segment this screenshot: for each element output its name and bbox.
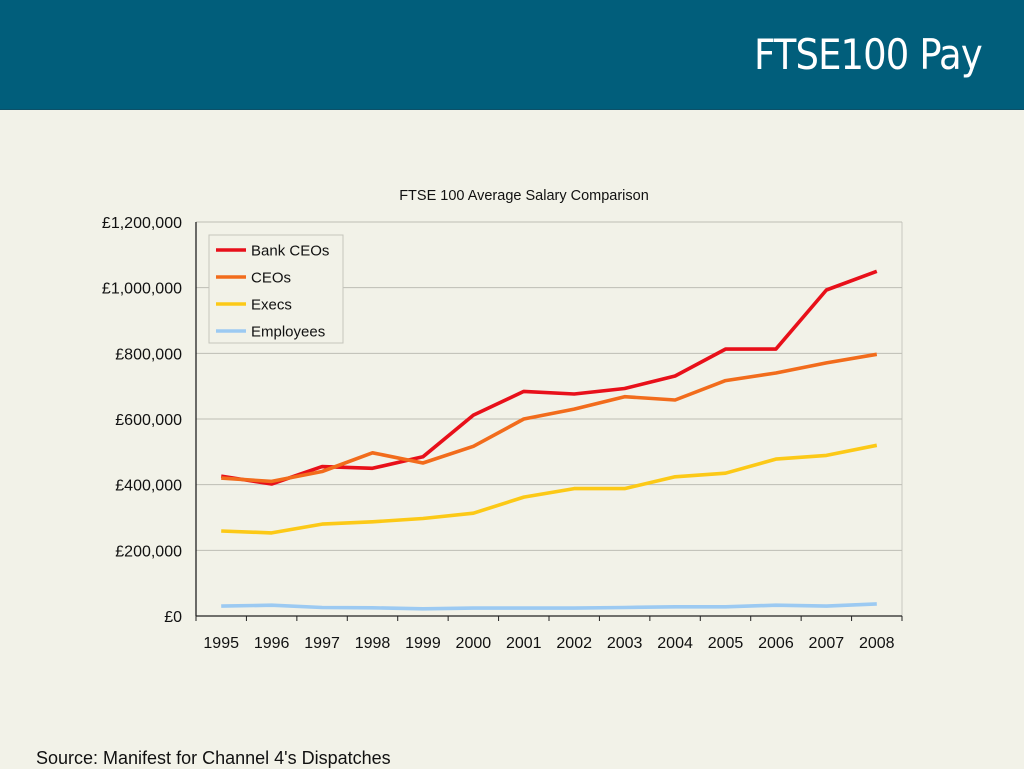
series-line-execs — [221, 443, 878, 535]
slide-title: FTSE100 Pay — [754, 30, 983, 79]
x-tick-label: 2007 — [809, 635, 845, 652]
legend-label: Execs — [251, 297, 292, 314]
x-tick-label: 2001 — [506, 635, 542, 652]
chart-title: FTSE 100 Average Salary Comparison — [399, 188, 649, 204]
slide-header: FTSE100 Pay — [0, 0, 1024, 109]
x-axis-ticks: 1995 1996 1997 1998 1999 2000 2001 2002 2003 2004… — [195, 616, 903, 652]
x-tick-label: 1995 — [203, 635, 239, 652]
y-tick-label: £400,000 — [115, 478, 182, 495]
series-line-employees — [221, 602, 877, 611]
x-tick-label: 1996 — [254, 635, 290, 652]
x-tick-label: 2008 — [859, 635, 895, 652]
x-tick-label: 2003 — [607, 635, 643, 652]
source-note: Source: Manifest for Channel 4's Dispatc… — [36, 748, 391, 768]
series-line-ceos — [221, 352, 878, 484]
y-tick-label: £600,000 — [115, 412, 182, 429]
y-tick-label: £1,000,000 — [102, 281, 182, 298]
y-tick-label: £200,000 — [115, 543, 182, 560]
legend-box — [208, 234, 344, 344]
x-tick-label: 2004 — [657, 635, 693, 652]
x-tick-label: 2002 — [556, 635, 592, 652]
legend-label: CEOs — [251, 270, 291, 287]
legend: Bank CEOs CEOs Execs Employees — [208, 234, 344, 344]
gridlines — [196, 221, 903, 616]
x-tick-label: 2000 — [456, 635, 492, 652]
x-tick-label: 2005 — [708, 635, 744, 652]
y-tick-label: £0 — [164, 609, 182, 626]
x-tick-label: 1999 — [405, 635, 441, 652]
legend-label: Bank CEOs — [251, 243, 329, 260]
y-axis-ticks: £0 £200,000 £400,000 £600,000 £800,000 £1,000… — [102, 215, 182, 626]
legend-label: Employees — [251, 324, 325, 341]
y-tick-label: £800,000 — [115, 346, 182, 363]
x-tick-label: 1998 — [355, 635, 391, 652]
series-lines — [220, 269, 878, 611]
y-tick-label: £1,200,000 — [102, 215, 182, 232]
x-tick-label: 1997 — [304, 635, 340, 652]
header-divider — [0, 109, 1024, 110]
x-tick-label: 2006 — [758, 635, 794, 652]
